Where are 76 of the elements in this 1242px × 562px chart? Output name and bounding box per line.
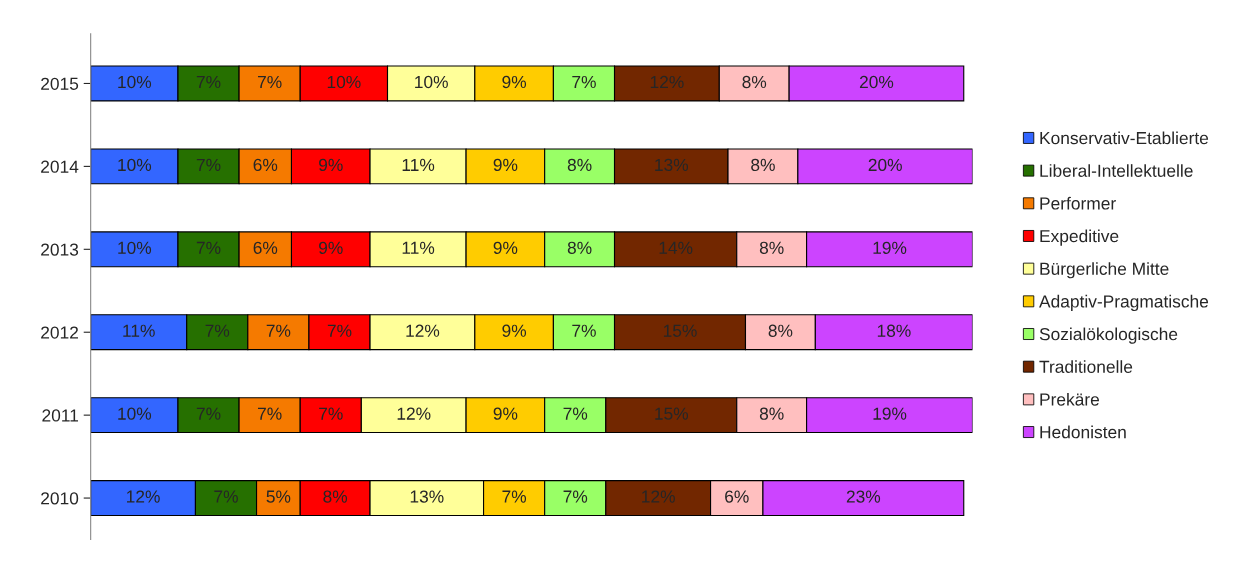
y-tick-label: 2014	[41, 160, 79, 173]
data-label: 18%	[877, 324, 911, 337]
data-label: 7%	[327, 324, 352, 337]
data-label: 7%	[266, 324, 291, 337]
data-label: 11%	[402, 158, 435, 171]
data-label: 7%	[563, 407, 588, 420]
data-label: 7%	[572, 75, 596, 89]
data-label: 9%	[493, 158, 518, 172]
data-label: 9%	[502, 324, 527, 337]
legend-label: Traditionelle	[1039, 360, 1133, 373]
legend-label: Adaptiv-Pragmatische	[1039, 294, 1209, 312]
data-label: 6%	[725, 490, 749, 503]
data-label: 8%	[768, 324, 793, 337]
data-label: 14%	[659, 241, 693, 254]
data-label: 6%	[253, 241, 278, 254]
y-tick-label: 2013	[41, 243, 79, 256]
data-label: 7%	[214, 490, 238, 503]
legend-label: Liberal-Intellektuelle	[1040, 164, 1193, 177]
legend-label: Performer	[1040, 196, 1116, 210]
data-label: 7%	[196, 75, 221, 89]
data-label: 15%	[663, 324, 697, 337]
data-label: 19%	[873, 407, 907, 420]
data-label: 8%	[567, 241, 592, 254]
data-label: 12%	[406, 324, 440, 337]
data-label: 23%	[846, 490, 881, 503]
data-label: 7%	[502, 490, 527, 503]
data-label: 12%	[397, 407, 431, 420]
data-label: 20%	[859, 75, 894, 89]
data-label: 8%	[742, 75, 767, 89]
data-label: 13%	[410, 490, 444, 503]
legend-label: Konservativ-Etablierte	[1040, 131, 1209, 145]
data-label: 9%	[319, 241, 343, 254]
legend-label: Expeditive	[1040, 229, 1119, 246]
data-label: 9%	[493, 241, 518, 254]
legend-label: Sozialökologische	[1039, 327, 1178, 344]
data-label: 7%	[257, 75, 282, 89]
y-tick-label: 2010	[41, 492, 79, 505]
data-label: 11%	[123, 324, 155, 337]
y-tick-label: 2015	[41, 77, 79, 90]
data-label: 9%	[319, 158, 343, 172]
data-label: 10%	[415, 75, 448, 89]
data-label: 7%	[563, 490, 588, 503]
data-label: 13%	[655, 158, 689, 172]
data-label: 8%	[759, 407, 784, 420]
data-label: 12%	[127, 490, 160, 503]
data-label: 6%	[253, 158, 278, 172]
data-label: 7%	[205, 324, 230, 337]
data-label: 10%	[118, 241, 152, 254]
legend-label: Prekäre	[1040, 392, 1100, 406]
data-label: 7%	[257, 407, 282, 420]
data-label: 11%	[402, 241, 435, 254]
data-label: 7%	[196, 241, 221, 254]
data-label: 10%	[118, 75, 152, 89]
legend-label: Bürgerliche Mitte	[1040, 262, 1169, 279]
data-label: 19%	[873, 241, 907, 254]
data-label: 10%	[118, 407, 152, 420]
data-label: 10%	[118, 158, 152, 172]
data-label: 12%	[650, 75, 684, 89]
data-label: 9%	[502, 75, 527, 89]
data-label: 7%	[196, 407, 221, 420]
data-label: 15%	[655, 407, 689, 420]
data-label: 7%	[196, 158, 221, 171]
data-label: 9%	[493, 407, 518, 420]
data-label: 7%	[319, 407, 343, 420]
data-label: 8%	[567, 158, 592, 172]
data-label: 8%	[759, 241, 784, 254]
y-tick-label: 2012	[41, 326, 78, 339]
data-label: 8%	[751, 158, 775, 172]
legend-label: Hedonisten	[1040, 425, 1126, 439]
data-label: 8%	[323, 490, 348, 503]
y-tick-label: 2011	[42, 409, 79, 422]
data-label: 20%	[868, 158, 902, 172]
data-label: 5%	[266, 490, 291, 503]
data-label: 12%	[642, 490, 675, 503]
data-label: 7%	[572, 324, 596, 337]
data-label: 10%	[327, 75, 361, 89]
